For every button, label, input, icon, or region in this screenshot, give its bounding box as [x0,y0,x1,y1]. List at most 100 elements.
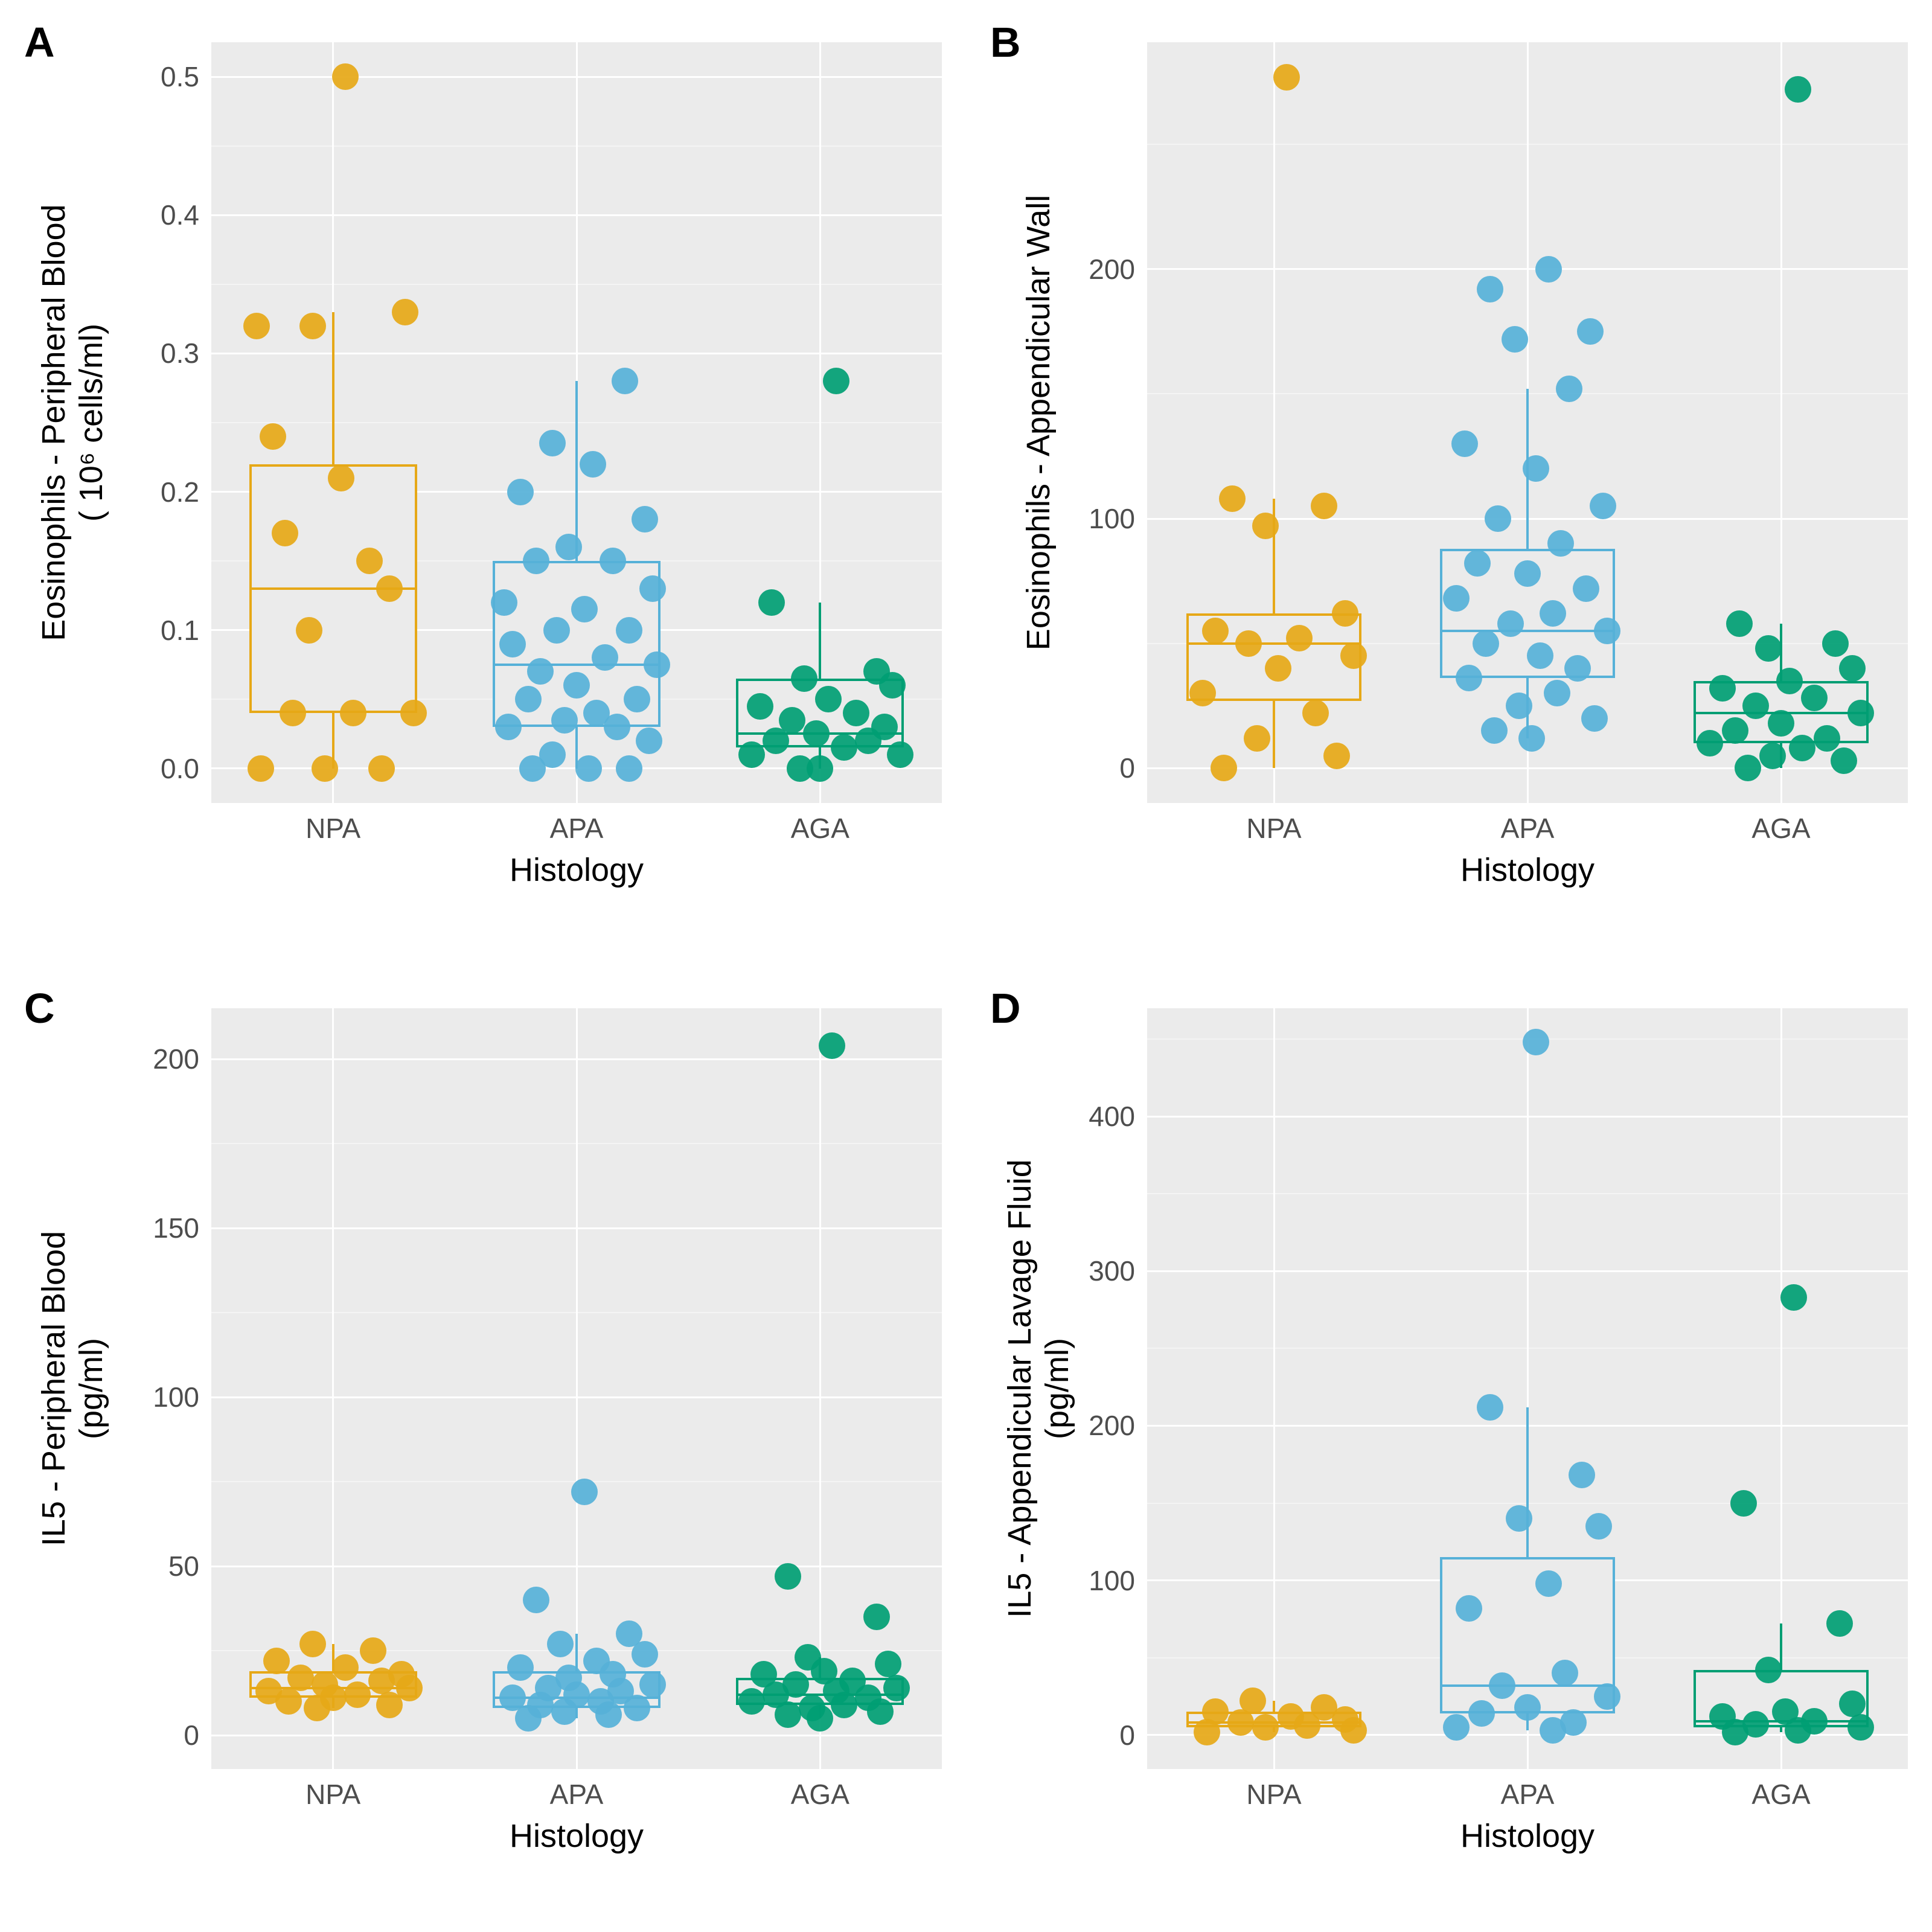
median-line [1440,1684,1615,1687]
data-point [616,617,642,644]
data-point [1573,575,1599,602]
data-point [738,1688,765,1715]
data-point [1535,256,1562,283]
data-point [883,1675,910,1701]
xtick-label: APA [1467,1778,1588,1811]
ytick-label: 100 [1075,502,1135,535]
data-point [555,534,582,560]
ytick-label: 0.2 [139,476,199,508]
y-axis-title: IL5 - Appendicular Lavage Fluid (pg/ml) [1001,1159,1076,1618]
data-point [1768,710,1794,737]
whisker-upper [1273,1701,1275,1712]
data-point [612,368,638,394]
data-point [312,755,338,782]
data-point [1839,655,1866,682]
data-point [1742,693,1769,719]
data-point [1302,700,1329,726]
data-point [1814,725,1840,752]
data-point [296,617,322,644]
data-point [1286,625,1313,651]
data-point [644,651,670,678]
ytick-label: 0.3 [139,337,199,369]
data-point [887,741,913,768]
data-point [1451,430,1478,457]
data-point [1697,730,1723,756]
xtick-label: AGA [1721,1778,1841,1811]
data-point [1514,560,1541,587]
ytick-label: 100 [1075,1564,1135,1597]
data-point [1489,1672,1515,1699]
data-point [1594,618,1620,644]
data-point [1252,513,1279,539]
data-point [263,1648,290,1674]
ytick-label: 0.1 [139,614,199,647]
x-axis-title: Histology [1460,1817,1595,1855]
data-point [272,520,298,546]
data-point [1547,530,1574,557]
data-point [515,686,542,712]
data-point [1464,550,1491,577]
ytick-label: 200 [1075,1409,1135,1442]
data-point [616,755,642,782]
ytick-label: 0 [1075,1719,1135,1751]
data-point [819,1032,845,1059]
data-point [1726,610,1753,637]
data-point [624,686,650,712]
panel-label-A: A [24,18,55,66]
ytick-label: 200 [139,1043,199,1075]
data-point [1485,505,1511,532]
xtick-label: AGA [760,1778,880,1811]
data-point [1219,485,1246,512]
data-point [1477,276,1503,302]
data-point [275,1688,302,1715]
data-point [1780,1284,1807,1311]
ytick-label: 200 [1075,253,1135,286]
data-point [575,755,602,782]
data-point [1273,64,1300,91]
data-point [624,1695,650,1721]
data-point [1831,747,1857,774]
data-point [1477,1394,1503,1421]
data-point [775,1701,801,1728]
y-axis-title: Eosinophils - Peripheral Blood ( 10⁶ cel… [35,204,110,641]
data-point [803,720,830,747]
data-point [1569,1462,1595,1488]
whisker-upper [332,312,334,464]
data-point [1801,685,1828,711]
data-point [863,1604,890,1630]
data-point [539,430,566,456]
data-point [368,755,395,782]
data-point [1730,1490,1757,1517]
data-point [1822,630,1849,657]
ytick-label: 50 [139,1550,199,1582]
data-point [639,575,666,602]
data-point [499,631,526,657]
data-point [1443,585,1470,612]
whisker-lower [1780,1727,1782,1732]
data-point [1759,743,1786,769]
data-point [1540,600,1566,627]
data-point [332,63,359,90]
data-point [843,700,869,726]
data-point [580,451,606,478]
xtick-label: NPA [273,812,394,845]
data-point [1594,1683,1620,1710]
ytick-label: 300 [1075,1255,1135,1287]
data-point [1518,725,1545,752]
data-point [1735,755,1761,781]
data-point [600,548,626,574]
figure-root: A0.00.10.20.30.40.5NPAAPAAGAHistologyEos… [0,0,1932,1932]
data-point [1323,743,1350,769]
whisker-upper [575,1634,578,1671]
data-point [1227,1709,1254,1736]
data-point [260,423,286,450]
xtick-label: APA [516,1778,637,1811]
panel-label-D: D [990,984,1021,1032]
data-point [1826,1610,1853,1637]
data-point [1523,455,1549,482]
data-point [571,1479,598,1505]
data-point [400,700,427,726]
data-point [376,575,403,602]
xtick-label: NPA [273,1778,394,1811]
data-point [280,700,306,726]
